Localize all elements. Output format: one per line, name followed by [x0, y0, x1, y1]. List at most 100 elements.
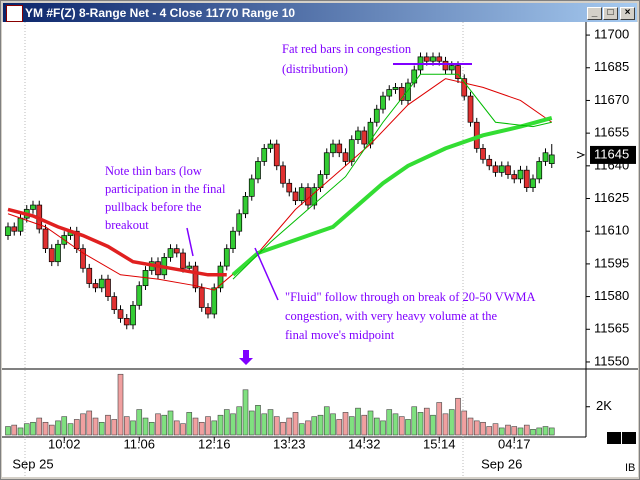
volume-bar [167, 410, 174, 436]
candle-body [398, 87, 405, 101]
volume-bar [311, 416, 318, 436]
candle-body [505, 165, 511, 175]
volume-bar [280, 421, 286, 436]
candle-body [273, 143, 280, 167]
candle-body [386, 89, 393, 97]
candle-body [436, 56, 443, 62]
candle-body [498, 165, 505, 173]
x-tick-label: 12:16 [198, 436, 231, 451]
candle-body [511, 174, 518, 180]
last-price-label: 11645 [594, 146, 629, 161]
candle-body [167, 248, 174, 258]
volume-bar [86, 410, 93, 436]
candle-body [42, 228, 49, 249]
volume-bar [461, 410, 468, 436]
volume-bar [17, 427, 24, 436]
candle-body [111, 296, 118, 311]
candle-body [198, 287, 205, 308]
minimize-button[interactable]: _ [587, 7, 602, 20]
candle-body [105, 278, 111, 297]
volume-bar [180, 423, 186, 436]
volume-bar [505, 424, 511, 436]
annotation: Fat red bars in congestion [282, 42, 412, 56]
volume-bar [548, 427, 555, 436]
annotation: "Fluid" follow through on break of 20-50… [285, 290, 536, 304]
close-button[interactable]: × [620, 7, 635, 20]
volume-bar [342, 412, 349, 436]
volume-bar [398, 416, 405, 436]
last-price-pointer [576, 151, 586, 159]
plot-bg [2, 22, 586, 477]
maximize-button[interactable]: □ [603, 7, 618, 20]
volume-bar [67, 423, 74, 436]
volume-bar [517, 427, 524, 436]
volume-bar [61, 416, 68, 436]
candle-body [192, 265, 199, 289]
candle-body [286, 182, 293, 193]
candle-body [467, 95, 474, 123]
volume-bar [292, 412, 299, 436]
y-tick-label: 11670 [594, 92, 629, 107]
candle-body [373, 108, 380, 123]
candle-body [486, 158, 493, 167]
y-tick-label: 11580 [594, 288, 629, 303]
volume-bar [55, 420, 61, 436]
volume-bar [161, 414, 168, 436]
candle-body [455, 65, 461, 80]
volume-bar [336, 419, 343, 436]
annotation-arrow [254, 247, 279, 301]
candle-body [392, 87, 399, 90]
candle-body [11, 226, 18, 232]
candle-body [548, 154, 555, 165]
volume-bar [273, 416, 280, 436]
volume-bar [392, 413, 399, 436]
volume-bar [155, 413, 161, 436]
volume-bar [523, 424, 530, 436]
candle-body [298, 187, 305, 202]
candle-body [223, 248, 230, 267]
volume-bar [405, 419, 411, 436]
volume-bar [511, 426, 518, 436]
candle-body [136, 285, 143, 306]
volume-bar [223, 409, 230, 436]
volume-bar [230, 413, 236, 436]
volume-bar [261, 413, 268, 436]
volume-bar [442, 413, 449, 436]
candle-body [292, 191, 299, 202]
moving-average [7, 207, 227, 277]
y-tick-label: 11685 [594, 59, 629, 74]
candle-body [55, 243, 61, 263]
y-tick-label: 11625 [594, 190, 629, 205]
candle-body [405, 82, 411, 101]
volume-bar [448, 409, 455, 436]
candle-body [430, 56, 436, 62]
moving-average [232, 73, 552, 280]
axis-bg [586, 22, 638, 477]
candle-body [242, 195, 249, 215]
corner-label: IB [625, 462, 635, 474]
volume-bar [480, 421, 486, 436]
candle-body [411, 69, 418, 84]
volume-bar [48, 424, 55, 436]
candle-body [186, 265, 193, 269]
x-tick-label: 11:06 [123, 436, 155, 451]
volume-bar [11, 424, 18, 436]
volume-bar [142, 417, 149, 436]
volume-bar [236, 406, 243, 436]
volume-bar [148, 421, 155, 436]
x-tick-label: 13:23 [273, 436, 306, 451]
candle-body [461, 78, 468, 97]
x-tick-label: 14:32 [348, 436, 381, 451]
volume-bar [123, 416, 130, 436]
volume-bar [298, 423, 305, 436]
y-tick-label: 2K [596, 398, 612, 413]
candle-body [180, 252, 186, 269]
volume-bar [173, 420, 180, 436]
candle-body [311, 187, 318, 206]
candle-body [98, 278, 105, 289]
volume-bar [411, 406, 418, 436]
volume-bar [105, 414, 111, 436]
volume-bar [367, 410, 374, 436]
volume-bar [348, 416, 355, 436]
title-bar: YM #F(Z) 8-Range Net - 4 Close 11770 Ran… [3, 3, 637, 23]
